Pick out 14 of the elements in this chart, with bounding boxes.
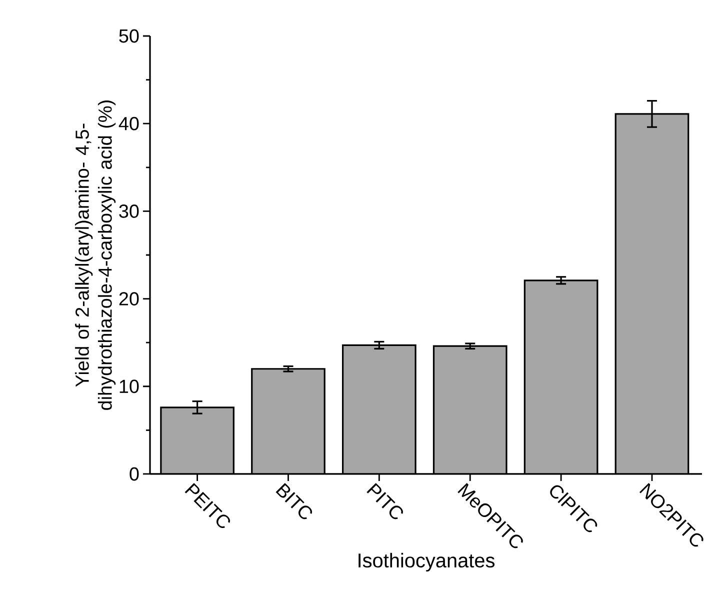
y-tick-label: 20 (119, 292, 139, 306)
bar (524, 280, 598, 474)
y-tick-label: 50 (119, 29, 139, 43)
y-tick-label: 0 (130, 467, 139, 481)
bar (252, 368, 325, 474)
bar (160, 407, 234, 474)
bar (614, 113, 690, 474)
y-tick-label: 30 (119, 204, 139, 218)
y-tick-label: 40 (118, 116, 139, 130)
y-tick-label: 10 (120, 380, 139, 394)
bar (434, 346, 506, 474)
y-axis-title: Yield of 2-alkyl(aryl)amino- 4,5-dihydrothiazole-4-carboxylic acid (%) (75, 100, 116, 410)
x-axis-title: Isothiocyanates (358, 552, 494, 572)
bar (342, 345, 416, 474)
